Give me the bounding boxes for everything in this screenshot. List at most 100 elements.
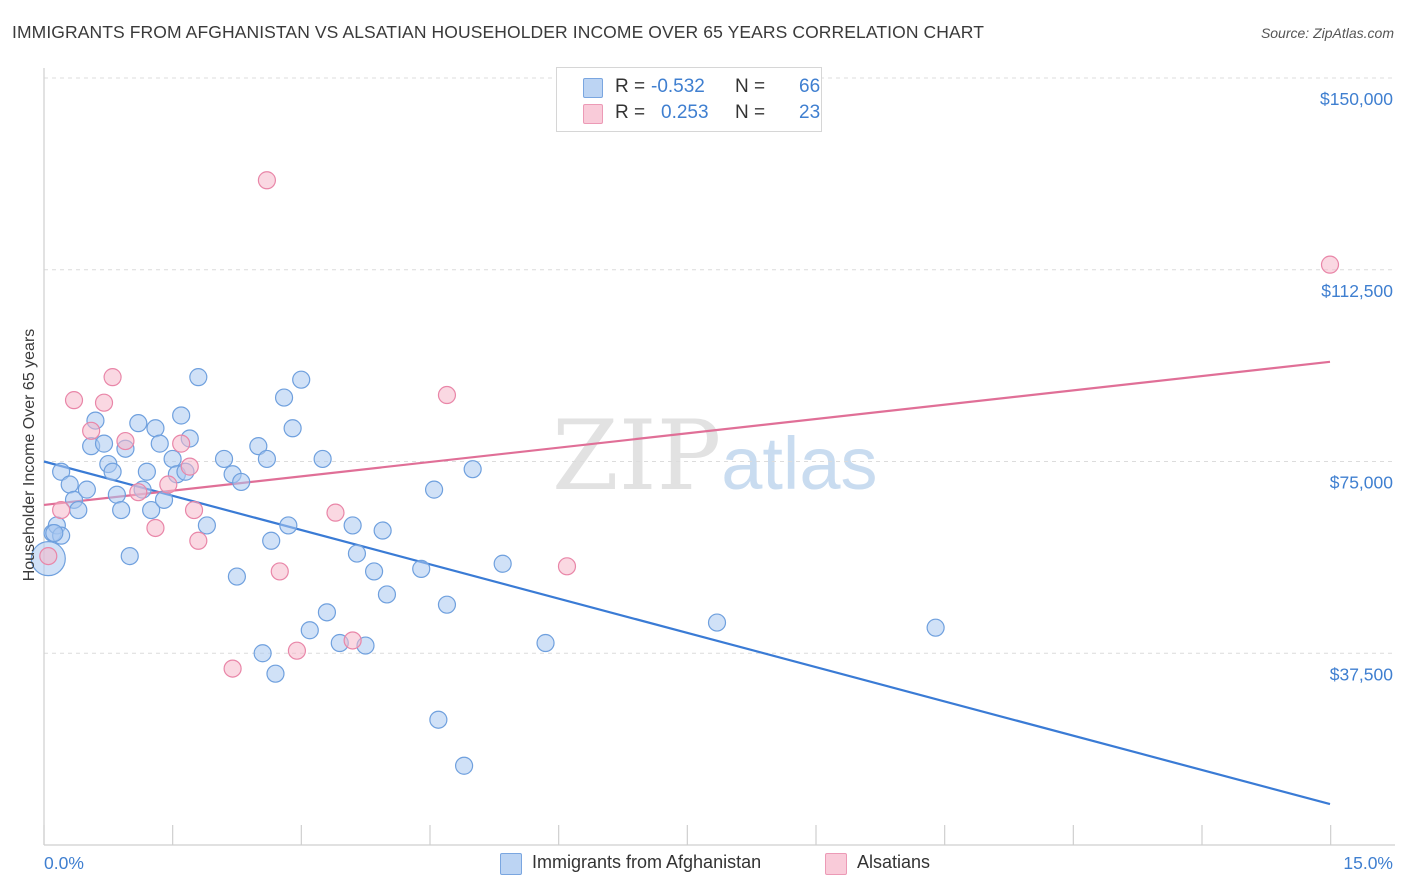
afghanistan-point bbox=[347, 544, 367, 563]
y-tick-label: $75,000 bbox=[1330, 473, 1394, 493]
afghanistan-point bbox=[163, 449, 182, 469]
afghanistan-point bbox=[249, 437, 268, 456]
legend-n-label: N = bbox=[735, 76, 766, 97]
afghanistan-point bbox=[424, 480, 444, 499]
afghanistan-point bbox=[154, 490, 174, 509]
alsatian-point bbox=[172, 434, 191, 453]
afghanistan-point bbox=[300, 621, 319, 640]
afghanistan-point bbox=[493, 554, 512, 573]
watermark-atlas: atlas bbox=[721, 422, 878, 505]
afghanistan-point bbox=[52, 462, 71, 481]
afghanistan-point bbox=[253, 644, 272, 663]
alsatian-point bbox=[557, 557, 577, 576]
alsatian-point bbox=[184, 500, 204, 520]
afghanistan-point bbox=[146, 419, 165, 438]
afghanistan-point bbox=[94, 434, 114, 453]
afghanistan-point bbox=[266, 664, 285, 683]
afghanistan-point bbox=[279, 516, 298, 535]
afghanistan-point bbox=[137, 462, 156, 481]
afghanistan-point bbox=[343, 516, 362, 535]
chart-title: IMMIGRANTS FROM AFGHANISTAN VS ALSATIAN … bbox=[12, 22, 984, 42]
legend-n-value: 23 bbox=[799, 102, 821, 123]
afghanistan-point bbox=[120, 546, 139, 566]
afghanistan-point bbox=[437, 595, 457, 614]
legend-swatch-alsatians bbox=[583, 104, 603, 124]
afghanistan-point bbox=[463, 460, 482, 479]
y-tick-label: $150,000 bbox=[1320, 89, 1393, 109]
alsatian-point bbox=[270, 562, 289, 581]
alsatian-point bbox=[287, 641, 307, 660]
alsatian-point bbox=[116, 431, 135, 451]
alsatian-point bbox=[103, 368, 122, 387]
alsatian-point bbox=[94, 393, 114, 412]
afghanistan-point bbox=[412, 559, 431, 578]
alsatian-point bbox=[326, 503, 345, 522]
afghanistan-point bbox=[69, 500, 88, 520]
alsatian-point bbox=[1320, 255, 1340, 274]
x-tick-label-end: 15.0% bbox=[1343, 853, 1393, 873]
afghanistan-point bbox=[129, 414, 148, 433]
afghanistan-point bbox=[197, 516, 216, 535]
watermark-zip: ZIP bbox=[552, 400, 722, 512]
afghanistan-point bbox=[317, 603, 337, 622]
watermark: ZIPatlas bbox=[552, 400, 878, 512]
afghanistan-point bbox=[142, 500, 161, 520]
afghanistan-point bbox=[172, 406, 191, 425]
alsatian-point bbox=[180, 457, 199, 476]
afghanistan-point bbox=[429, 710, 448, 729]
afghanistan-point bbox=[373, 521, 392, 540]
legend-r-label: R = bbox=[615, 102, 646, 123]
alsatian-point bbox=[189, 531, 208, 550]
afghanistan-point bbox=[150, 434, 169, 453]
afghanistan-point bbox=[262, 531, 281, 550]
afghanistan-point bbox=[454, 756, 474, 775]
afghanistan-point bbox=[232, 472, 251, 492]
afghanistan-point bbox=[107, 485, 126, 504]
legend-n-value: 66 bbox=[799, 76, 821, 97]
grid-lines bbox=[44, 77, 1395, 654]
y-tick-label: $37,500 bbox=[1330, 664, 1394, 684]
afghanistan-point bbox=[283, 419, 302, 438]
alsatian-point bbox=[39, 546, 58, 566]
axes bbox=[43, 68, 1395, 846]
alsatian-point bbox=[437, 385, 457, 405]
alsatian-point bbox=[64, 391, 84, 410]
correlation-legend: R = -0.532 N = 66 R = 0.253 N = 23 bbox=[556, 67, 822, 132]
legend-swatch-afghanistan bbox=[583, 78, 603, 98]
legend-label: Immigrants from Afghanistan bbox=[532, 852, 762, 872]
afghanistan-point bbox=[257, 449, 277, 469]
legend-r-label: R = bbox=[615, 76, 646, 97]
afghanistan-point bbox=[77, 480, 96, 499]
alsatian-point bbox=[146, 518, 165, 538]
legend-swatch-afghanistan bbox=[500, 853, 522, 875]
afghanistan-point bbox=[189, 368, 208, 387]
data-points bbox=[30, 171, 1340, 775]
y-axis-label: Householder Income Over 65 years bbox=[21, 329, 38, 582]
legend-label: Alsatians bbox=[857, 852, 931, 872]
alsatian-point bbox=[159, 475, 178, 494]
afghanistan-point bbox=[364, 562, 384, 581]
legend-r-value: 0.253 bbox=[661, 102, 709, 123]
afghanistan-point bbox=[377, 585, 397, 604]
afghanistan-point bbox=[292, 370, 311, 389]
afghanistan-point bbox=[313, 449, 332, 469]
chart-source: Source: ZipAtlas.com bbox=[1260, 25, 1394, 41]
afghanistan-point bbox=[227, 567, 246, 586]
alsatian-point bbox=[223, 659, 242, 678]
alsatian-point bbox=[343, 631, 362, 650]
afghanistan-point bbox=[103, 462, 122, 481]
y-tick-label: $112,500 bbox=[1321, 281, 1393, 301]
afghanistan-point bbox=[536, 633, 555, 653]
legend-swatch-alsatians bbox=[825, 853, 847, 875]
afghanistan-trend-line bbox=[43, 460, 1331, 806]
alsatian-point bbox=[82, 421, 101, 440]
legend-n-label: N = bbox=[735, 102, 766, 123]
alsatian-trend-line bbox=[43, 360, 1331, 507]
legend-r-value: -0.532 bbox=[651, 76, 705, 97]
afghanistan-point bbox=[707, 613, 727, 632]
alsatian-point bbox=[257, 171, 277, 190]
afghanistan-point bbox=[214, 449, 234, 469]
afghanistan-point bbox=[60, 475, 79, 494]
afghanistan-point bbox=[112, 500, 131, 520]
